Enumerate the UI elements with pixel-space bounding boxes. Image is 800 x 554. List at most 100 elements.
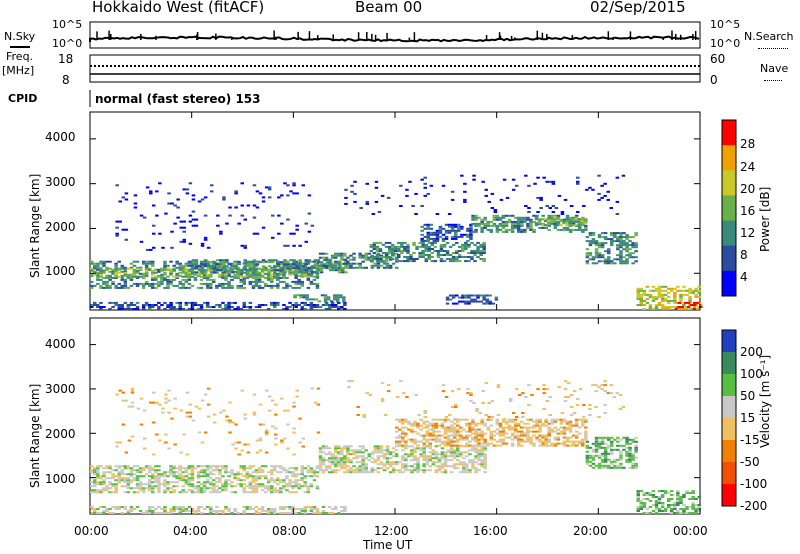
range-cell (166, 264, 170, 267)
range-cell (489, 230, 493, 233)
range-cell (349, 258, 353, 261)
range-cell (263, 477, 268, 480)
range-cell (343, 447, 347, 450)
range-cell (285, 282, 289, 285)
range-cell (254, 487, 259, 490)
range-cell (346, 457, 350, 460)
range-cell (115, 234, 119, 237)
range-cell (505, 196, 510, 199)
range-cell (673, 512, 677, 514)
range-cell (498, 422, 503, 425)
range-cell (334, 447, 338, 450)
range-cell (448, 294, 453, 297)
range-cell (206, 403, 211, 406)
range-cell (688, 299, 692, 302)
range-cell (403, 260, 407, 263)
range-cell (565, 428, 570, 431)
range-cell (565, 228, 570, 231)
range-cell (639, 502, 643, 504)
range-cell (135, 301, 140, 304)
range-cell (251, 481, 256, 484)
range-cell (378, 241, 383, 244)
range-cell (306, 469, 311, 472)
range-cell (135, 506, 140, 508)
range-cell (420, 205, 424, 207)
range-cell (444, 396, 449, 398)
range-cell (249, 261, 254, 264)
range-cell (123, 473, 128, 476)
xtick-2: 08:00 (272, 524, 307, 538)
range-cell (254, 273, 259, 276)
range-cell (96, 475, 100, 478)
range-cell (529, 226, 533, 229)
range-cell (234, 441, 238, 444)
range-cell (575, 228, 579, 231)
range-cell (274, 437, 278, 440)
range-cell (306, 271, 311, 274)
range-cell (634, 444, 638, 447)
range-cell (242, 479, 246, 482)
range-cell (388, 451, 393, 454)
range-cell (439, 248, 444, 250)
range-cell (372, 252, 377, 254)
range-cell (631, 440, 635, 443)
range-cell (694, 510, 698, 512)
range-cell (410, 438, 414, 441)
range-cell (517, 226, 521, 229)
range-cell (324, 304, 329, 306)
range-cell (111, 512, 115, 514)
range-cell (471, 449, 475, 452)
range-cell (154, 481, 158, 484)
range-cell (309, 471, 314, 474)
range-cell (233, 491, 237, 494)
range-cell (431, 449, 436, 452)
range-cell (324, 252, 329, 255)
range-cell (263, 272, 268, 275)
range-cell (316, 387, 321, 390)
range-cell (603, 466, 608, 469)
range-cell (440, 455, 445, 458)
range-cell (132, 308, 137, 310)
range-cell (254, 274, 259, 277)
range-cell (449, 424, 454, 427)
range-cell (196, 510, 201, 512)
range-cell (410, 430, 414, 433)
range-cell (480, 451, 484, 454)
range-cell (343, 457, 347, 460)
range-cell (210, 271, 214, 274)
range-cell (447, 225, 452, 228)
nsky-tick-top: 10^5 (52, 18, 83, 31)
range-cell (99, 306, 103, 308)
range-cell (631, 244, 635, 247)
range-cell (628, 256, 632, 259)
range-cell (120, 485, 124, 488)
range-cell (395, 461, 399, 464)
range-cell (306, 278, 311, 281)
range-cell (126, 477, 131, 480)
range-cell (218, 304, 222, 306)
range-cell (639, 299, 643, 302)
range-cell (349, 461, 353, 464)
range-cell (343, 262, 347, 265)
range-cell (163, 267, 167, 270)
range-cell (622, 242, 626, 245)
range-cell (187, 481, 192, 484)
range-cell (532, 228, 536, 231)
range-cell (677, 306, 682, 308)
range-cell (462, 467, 466, 470)
range-cell (291, 471, 295, 474)
range-cell (90, 306, 94, 308)
range-cell (212, 280, 216, 283)
range-cell (193, 273, 198, 276)
range-cell (382, 453, 387, 456)
range-cell (184, 275, 189, 278)
range-cell (410, 424, 414, 427)
range-cell (634, 234, 638, 237)
colorbar-segment (722, 330, 736, 353)
range-cell (572, 412, 577, 414)
range-cell (473, 298, 477, 301)
range-cell (273, 491, 277, 494)
range-cell (585, 240, 590, 243)
range-cell (376, 262, 381, 265)
range-cell (667, 301, 671, 304)
